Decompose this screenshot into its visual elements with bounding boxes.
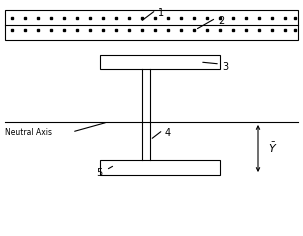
- Text: 4: 4: [165, 128, 171, 138]
- Bar: [100, 160, 220, 175]
- Text: 5: 5: [96, 168, 102, 178]
- Text: $\bar{Y}$: $\bar{Y}$: [268, 141, 278, 155]
- Text: 2: 2: [218, 16, 224, 26]
- Text: 1: 1: [158, 8, 164, 18]
- Text: Neutral Axis: Neutral Axis: [5, 128, 52, 137]
- Text: 3: 3: [222, 62, 228, 72]
- Bar: [5, 10, 298, 40]
- Bar: [100, 55, 220, 69]
